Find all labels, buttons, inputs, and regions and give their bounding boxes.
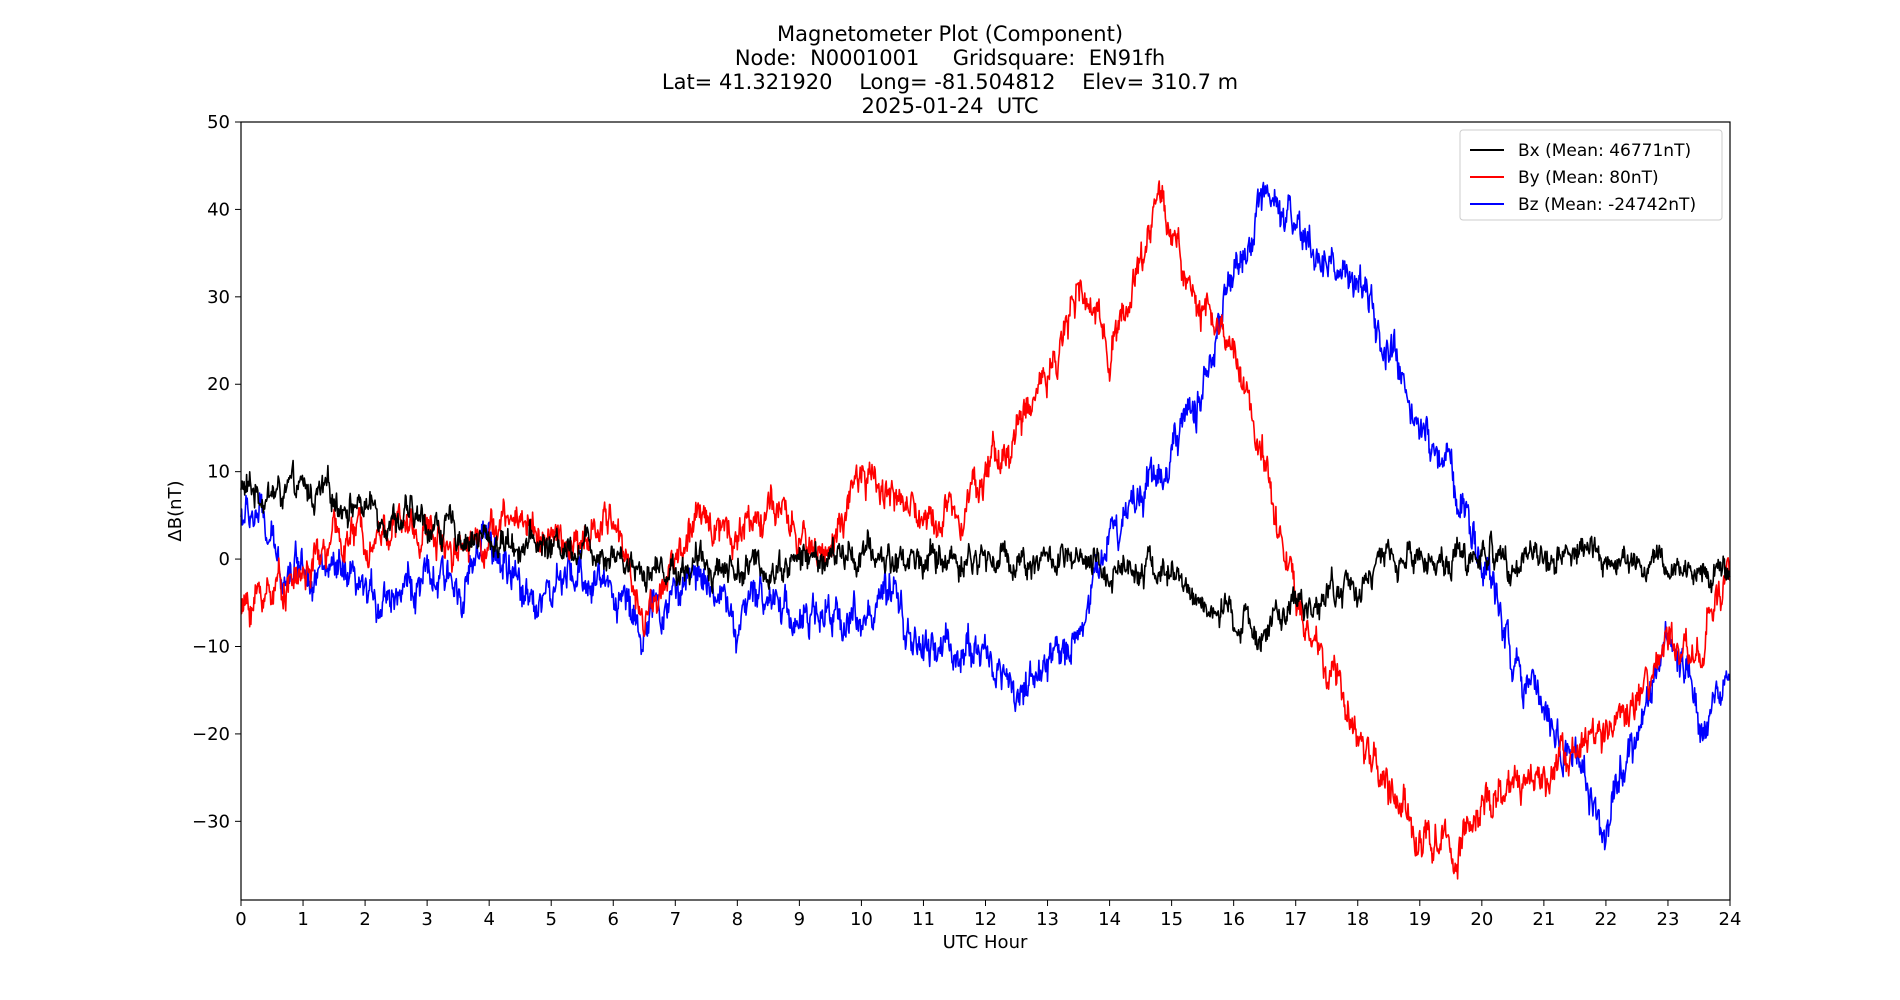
y-tick-label: 30 <box>207 287 230 308</box>
x-tick-label: 7 <box>670 909 681 930</box>
x-axis-label: UTC Hour <box>943 932 1028 953</box>
legend-box <box>1459 129 1723 221</box>
axis-layer: 0 1 2 3 4 5 6 7 8 9 10 11 12 13 14 15 16 17 18 19 20 21 22 23 24… <box>192 112 1741 930</box>
y-tick-label: 20 <box>207 374 230 395</box>
x-tick-label: 24 <box>1719 909 1742 930</box>
y-tick-label: 10 <box>207 462 230 483</box>
x-tick-label: 5 <box>545 909 556 930</box>
y-tick-label: 0 <box>219 549 230 570</box>
chart-title-line-4: 2025-01-24 UTC <box>861 94 1039 118</box>
x-tick-label: 22 <box>1594 909 1617 930</box>
series-layer <box>240 180 1731 880</box>
legend-label: Bz (Mean: -24742nT) <box>1518 195 1696 215</box>
x-tick-label: 11 <box>912 909 935 930</box>
x-tick-label: 18 <box>1346 909 1369 930</box>
x-tick-label: 4 <box>483 909 494 930</box>
series-line-bz <box>240 181 1731 851</box>
x-tick-label: 0 <box>235 909 246 930</box>
legend-label: By (Mean: 80nT) <box>1518 168 1659 188</box>
series-line-by <box>240 180 1731 880</box>
legend-label: Bx (Mean: 46771nT) <box>1518 141 1691 161</box>
x-tick-label: 19 <box>1408 909 1431 930</box>
x-tick-label: 15 <box>1160 909 1183 930</box>
y-tick-label: 40 <box>207 199 230 220</box>
x-tick-label: 1 <box>297 909 308 930</box>
chart-title-line-1: Magnetometer Plot (Component) <box>776 22 1124 46</box>
x-tick-label: 21 <box>1532 909 1555 930</box>
y-tick-label: 50 <box>207 112 230 133</box>
x-tick-label: 12 <box>974 909 997 930</box>
y-axis-label: ΔB(nT) <box>165 480 186 541</box>
x-tick-label: 9 <box>794 909 805 930</box>
x-tick-label: 23 <box>1657 909 1680 930</box>
legend: Bx (Mean: 46771nT) By (Mean: 80nT) Bz (Mea… <box>1459 129 1723 221</box>
x-tick-label: 14 <box>1098 909 1121 930</box>
x-tick-label: 10 <box>850 909 873 930</box>
x-tick-label: 16 <box>1222 909 1245 930</box>
y-tick-label: −30 <box>192 811 230 832</box>
x-tick-label: 2 <box>359 909 370 930</box>
chart-title-line-2: Node: N0001001 Gridsquare: EN91fh <box>734 46 1166 70</box>
x-tick-label: 3 <box>421 909 432 930</box>
series-line-bx <box>240 459 1731 653</box>
chart-title-line-3: Lat= 41.321920 Long= -81.504812 Elev= 31… <box>661 70 1239 94</box>
y-tick-label: −20 <box>192 724 230 745</box>
x-tick-label: 13 <box>1036 909 1059 930</box>
x-tick-label: 8 <box>732 909 743 930</box>
x-tick-label: 17 <box>1284 909 1307 930</box>
x-tick-label: 6 <box>608 909 619 930</box>
x-tick-label: 20 <box>1470 909 1493 930</box>
y-tick-label: −10 <box>192 636 230 657</box>
